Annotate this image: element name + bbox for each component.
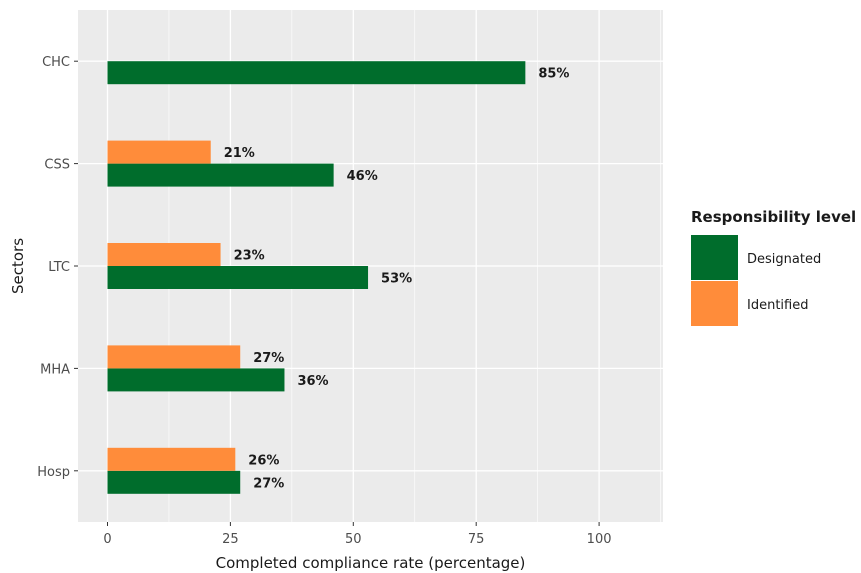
data-label-designated-ltc: 53% [381, 272, 412, 287]
bar-designated-hosp [107, 470, 241, 494]
x-axis-title: Completed compliance rate (percentage) [216, 554, 526, 572]
y-axis: CHC CSS LTC MHA Hosp [37, 55, 78, 480]
y-tick-label-ltc: LTC [48, 260, 70, 275]
legend-title: Responsibility level [691, 208, 856, 226]
data-label-designated-hosp: 27% [253, 476, 284, 491]
legend-key-designated [691, 235, 738, 280]
data-label-designated-chc: 85% [538, 67, 569, 82]
y-tick-label-hosp: Hosp [37, 465, 70, 480]
x-tick-label-100: 100 [587, 532, 612, 547]
x-axis: 0 25 50 75 100 [103, 522, 612, 547]
legend: Responsibility level Designated Identifie… [691, 208, 856, 326]
x-tick-label-50: 50 [345, 532, 362, 547]
bar-designated-css [107, 163, 334, 187]
data-label-designated-css: 46% [347, 169, 378, 184]
data-label-identified-css: 21% [224, 146, 255, 161]
y-axis-title: Sectors [9, 238, 27, 294]
bar-designated-ltc [107, 266, 369, 289]
legend-label-identified: Identified [747, 298, 808, 313]
y-tick-label-css: CSS [44, 158, 70, 173]
bar-identified-mha [107, 345, 241, 369]
bar-identified-ltc [107, 243, 221, 266]
bar-designated-mha [107, 368, 285, 392]
bars [107, 61, 526, 494]
x-tick-label-75: 75 [468, 532, 485, 547]
legend-key-identified [691, 281, 738, 326]
bar-identified-hosp [107, 447, 236, 471]
y-tick-label-mha: MHA [40, 362, 70, 377]
data-label-identified-mha: 27% [253, 351, 284, 366]
data-label-identified-hosp: 26% [248, 453, 279, 468]
data-label-designated-mha: 36% [297, 374, 328, 389]
data-label-identified-ltc: 23% [234, 249, 265, 264]
data-labels: 85% 46% 21% 53% 23% 36% 27% 27% 26% [224, 67, 570, 492]
x-tick-label-0: 0 [103, 532, 111, 547]
x-tick-label-25: 25 [222, 532, 239, 547]
bar-identified-css [107, 140, 211, 164]
y-tick-label-chc: CHC [42, 55, 70, 70]
legend-label-designated: Designated [747, 252, 821, 267]
bar-designated-chc [107, 61, 526, 85]
